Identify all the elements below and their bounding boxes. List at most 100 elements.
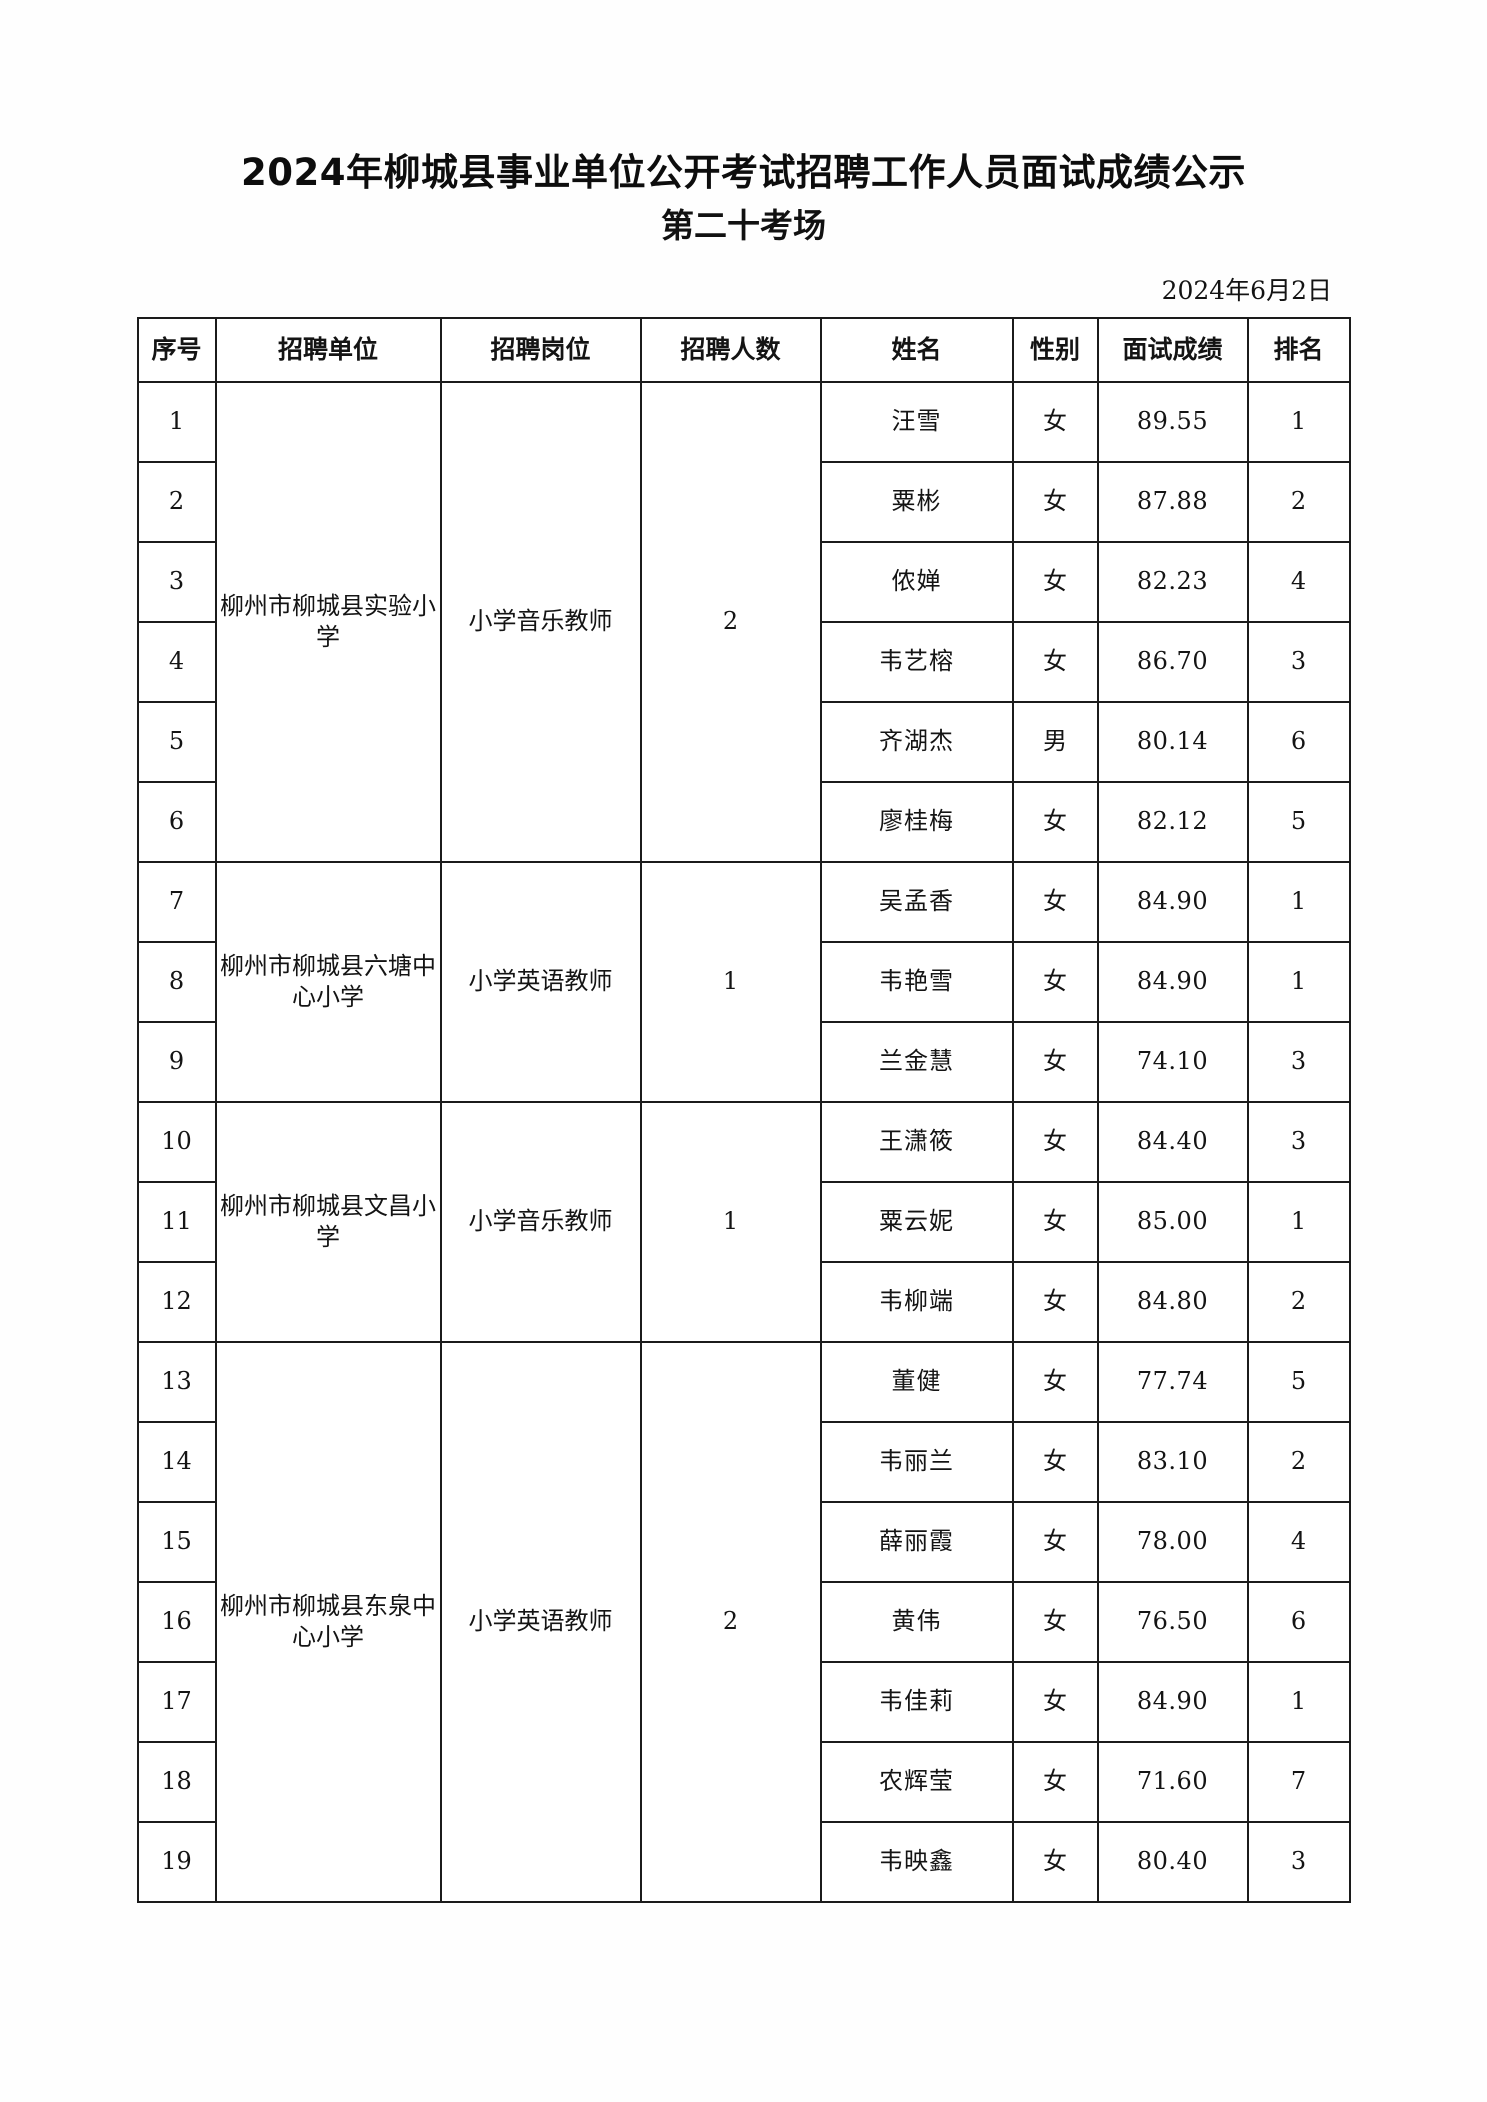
column-header-seq: 序号	[136, 316, 217, 383]
column-header-rank: 排名	[1246, 316, 1351, 383]
cell-score: 80.40	[1096, 1820, 1249, 1903]
cell-post: 小学音乐教师	[439, 1100, 642, 1343]
cell-score: 82.23	[1096, 540, 1249, 623]
cell-score: 84.90	[1096, 860, 1249, 943]
cell-rank: 1	[1246, 380, 1351, 463]
cell-rank: 2	[1246, 1260, 1351, 1343]
cell-seq: 15	[136, 1500, 217, 1583]
cell-seq: 18	[136, 1740, 217, 1823]
cell-count: 2	[639, 380, 822, 863]
cell-rank: 3	[1246, 1100, 1351, 1183]
cell-rank: 2	[1246, 1420, 1351, 1503]
page-title: 2024年柳城县事业单位公开考试招聘工作人员面试成绩公示	[241, 151, 1246, 194]
cell-seq: 17	[136, 1660, 217, 1743]
cell-score: 89.55	[1096, 380, 1249, 463]
cell-seq: 13	[136, 1340, 217, 1423]
cell-rank: 4	[1246, 540, 1351, 623]
table-row: 2 粟彬女 87.88 2	[136, 460, 1351, 543]
cell-name: 韦柳端	[819, 1260, 1014, 1343]
cell-seq: 19	[136, 1820, 217, 1903]
table-row: 12 韦柳端女 84.80 2	[136, 1260, 1351, 1343]
cell-unit: 柳州市柳城县文昌小学	[214, 1100, 442, 1343]
cell-rank: 1	[1246, 860, 1351, 943]
table-row: 8 韦艳雪女 84.90 1	[136, 940, 1351, 1023]
cell-post: 小学英语教师	[439, 1340, 642, 1903]
cell-rank: 3	[1246, 1020, 1351, 1103]
cell-gender: 女	[1011, 1180, 1099, 1263]
cell-score: 80.14	[1096, 700, 1249, 783]
cell-score: 76.50	[1096, 1580, 1249, 1663]
cell-gender: 女	[1011, 1260, 1099, 1343]
column-header-unit: 招聘单位	[214, 316, 442, 383]
cell-score: 86.70	[1096, 620, 1249, 703]
cell-name: 吴孟香	[819, 860, 1014, 943]
cell-rank: 1	[1246, 940, 1351, 1023]
cell-rank: 3	[1246, 620, 1351, 703]
cell-seq: 1	[136, 380, 217, 463]
cell-rank: 4	[1246, 1500, 1351, 1583]
cell-score: 84.40	[1096, 1100, 1249, 1183]
table-row: 14 韦丽兰女 83.10 2	[136, 1420, 1351, 1503]
cell-seq: 9	[136, 1020, 217, 1103]
cell-gender: 女	[1011, 1660, 1099, 1743]
cell-gender: 男	[1011, 700, 1099, 783]
cell-seq: 4	[136, 620, 217, 703]
cell-gender: 女	[1011, 1820, 1099, 1903]
cell-unit: 柳州市柳城县东泉中心小学	[214, 1340, 442, 1903]
cell-gender: 女	[1011, 1420, 1099, 1503]
cell-score: 82.12	[1096, 780, 1249, 863]
cell-gender: 女	[1011, 1740, 1099, 1823]
publish-date: 2024年6月2日	[1161, 275, 1332, 305]
cell-name: 农辉莹	[819, 1740, 1014, 1823]
table-row: 16 黄伟女 76.50 6	[136, 1580, 1351, 1663]
table-row: 5 齐湖杰男 80.14 6	[136, 700, 1351, 783]
cell-post: 小学英语教师	[439, 860, 642, 1103]
table-row: 3 侬婵女 82.23 4	[136, 540, 1351, 623]
page-subtitle: 第二十考场	[661, 206, 826, 246]
cell-rank: 2	[1246, 460, 1351, 543]
cell-rank: 6	[1246, 1580, 1351, 1663]
column-header-gender: 性别	[1011, 316, 1099, 383]
table-row: 7 柳州市柳城县六塘中心小学 小学英语教师 1 吴孟香女 84.90 1	[136, 860, 1351, 1103]
column-header-post: 招聘岗位	[439, 316, 642, 383]
cell-name: 廖桂梅	[819, 780, 1014, 863]
cell-score: 87.88	[1096, 460, 1249, 543]
cell-seq: 5	[136, 700, 217, 783]
cell-gender: 女	[1011, 1580, 1099, 1663]
cell-gender: 女	[1011, 1020, 1099, 1103]
table-row: 10 柳州市柳城县文昌小学 小学音乐教师 1 王潇筱女 84.40 3	[136, 1100, 1351, 1343]
cell-gender: 女	[1011, 860, 1099, 943]
results-table: 序号 招聘单位 招聘岗位 招聘人数 姓名 性别 面试成绩 排名 1 柳州市柳城县实…	[136, 316, 1351, 1903]
cell-name: 韦艳雪	[819, 940, 1014, 1023]
cell-seq: 12	[136, 1260, 217, 1343]
table-row: 15 薛丽霞女 78.00 4	[136, 1500, 1351, 1583]
cell-seq: 2	[136, 460, 217, 543]
cell-unit: 柳州市柳城县六塘中心小学	[214, 860, 442, 1103]
cell-score: 77.74	[1096, 1340, 1249, 1423]
column-header-count: 招聘人数	[639, 316, 822, 383]
column-header-score: 面试成绩	[1096, 316, 1249, 383]
table-row: 4 韦艺榕女 86.70 3	[136, 620, 1351, 703]
cell-rank: 7	[1246, 1740, 1351, 1823]
cell-rank: 1	[1246, 1660, 1351, 1743]
cell-rank: 5	[1246, 1340, 1351, 1423]
table-header-row: 序号 招聘单位 招聘岗位 招聘人数 姓名 性别 面试成绩 排名	[136, 316, 1351, 383]
cell-score: 84.90	[1096, 1660, 1249, 1743]
table-row: 9 兰金慧女 74.10 3	[136, 1020, 1351, 1103]
cell-score: 78.00	[1096, 1500, 1249, 1583]
cell-seq: 10	[136, 1100, 217, 1183]
table-row: 17 韦佳莉女 84.90 1	[136, 1660, 1351, 1743]
cell-name: 黄伟	[819, 1580, 1014, 1663]
cell-rank: 5	[1246, 780, 1351, 863]
cell-gender: 女	[1011, 780, 1099, 863]
cell-name: 韦佳莉	[819, 1660, 1014, 1743]
table-row: 13 柳州市柳城县东泉中心小学 小学英语教师 2 董健女 77.74 5	[136, 1340, 1351, 1903]
cell-score: 84.90	[1096, 940, 1249, 1023]
cell-rank: 1	[1246, 1180, 1351, 1263]
table-row: 19 韦映鑫女 80.40 3	[136, 1820, 1351, 1903]
cell-gender: 女	[1011, 460, 1099, 543]
cell-seq: 11	[136, 1180, 217, 1263]
cell-seq: 14	[136, 1420, 217, 1503]
table-body: 1 柳州市柳城县实验小学 小学音乐教师 2 汪雪女 89.55 1 2 粟彬女 87.88 2 3 侬婵…	[136, 380, 1351, 1903]
